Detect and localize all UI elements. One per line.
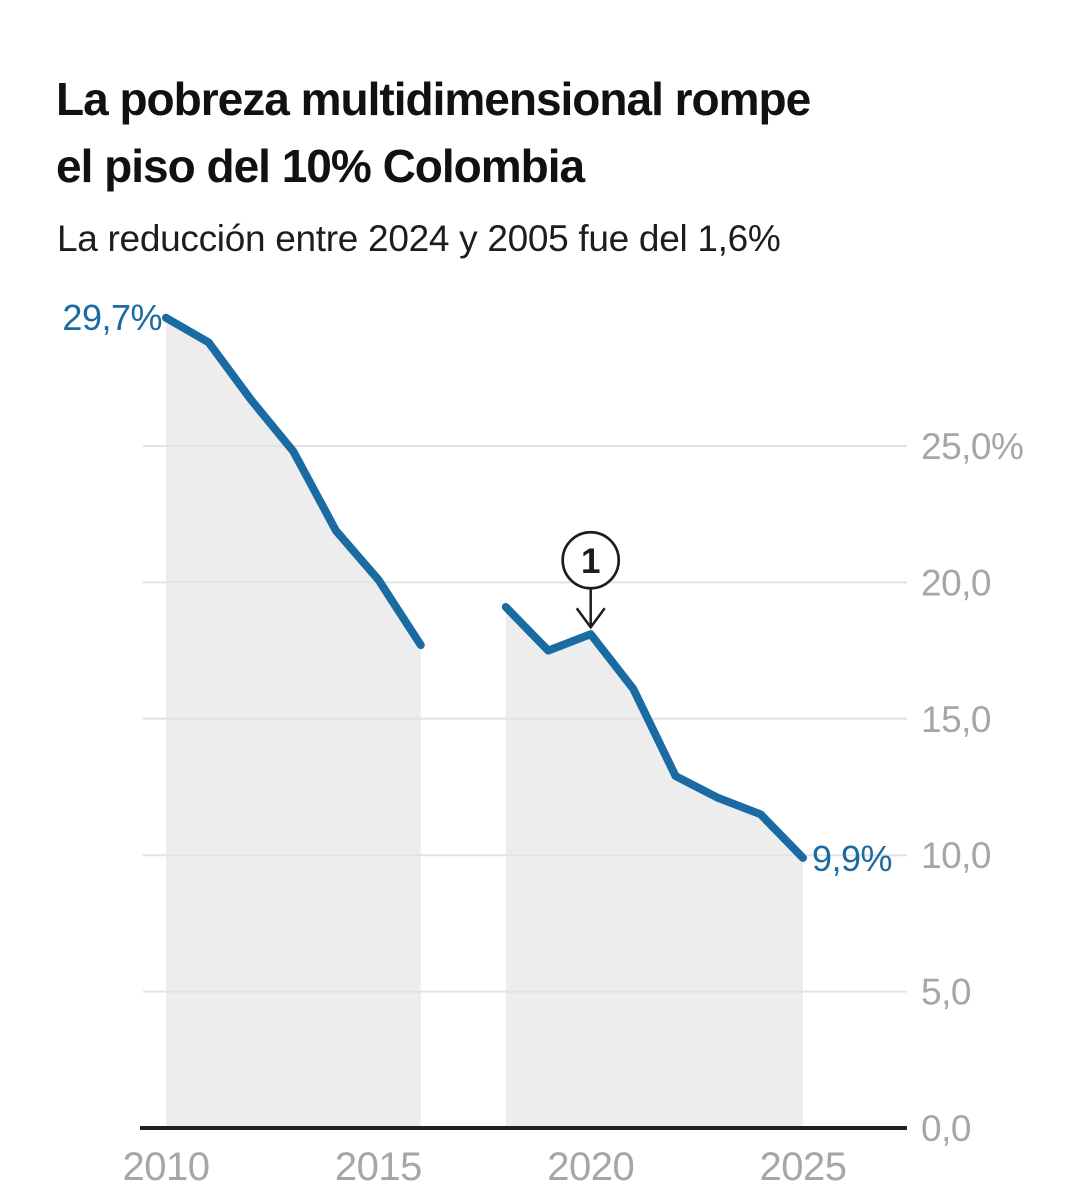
chart-title-line-1: La pobreza multidimensional rompe — [56, 73, 811, 125]
area-fill — [505, 607, 803, 1126]
area-fill — [166, 317, 421, 1126]
y-tick-label: 5,0 — [921, 972, 971, 1013]
x-tick-label: 2015 — [335, 1145, 422, 1189]
end-value-label: 9,9% — [812, 838, 893, 879]
data-line — [162, 313, 425, 650]
annotation-circle — [561, 530, 621, 590]
chart-subtitle: La reducción entre 2024 y 2005 fue del 1… — [57, 218, 781, 259]
y-tick-label: 25,0% — [921, 426, 1023, 467]
annotation-arrowhead-icon — [575, 607, 606, 630]
data-line — [501, 603, 807, 862]
chart-title: La pobreza multidimensional rompe el pis… — [56, 66, 1066, 200]
start-value-label: 29,7% — [62, 297, 162, 338]
y-tick-label: 10,0 — [921, 835, 991, 876]
chart-title-line-2: el piso del 10% Colombia — [56, 140, 585, 192]
x-tick-label: 2025 — [760, 1145, 847, 1189]
annotation-number: 1 — [581, 542, 600, 581]
y-tick-label: 20,0 — [921, 562, 991, 603]
x-tick-label: 2010 — [123, 1145, 210, 1189]
y-tick-label: 15,0 — [921, 699, 991, 740]
x-tick-label: 2020 — [547, 1145, 634, 1189]
y-tick-label: 0,0 — [921, 1108, 971, 1149]
